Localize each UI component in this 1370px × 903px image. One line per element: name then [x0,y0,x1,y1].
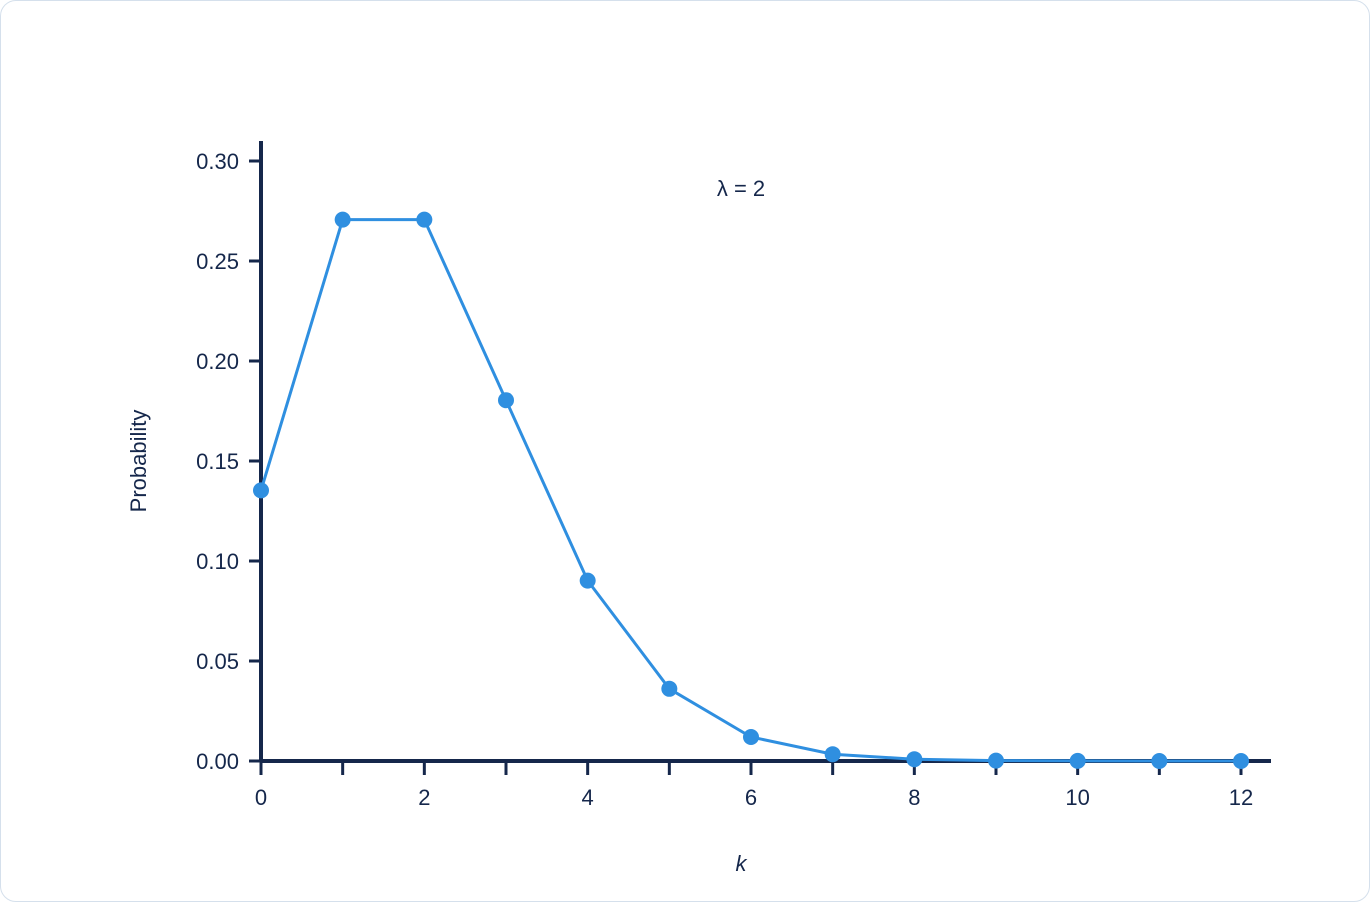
data-point [743,729,759,745]
x-tick-label: 6 [745,785,757,810]
x-tick-label: 8 [908,785,920,810]
y-axis-title: Probability [126,410,151,513]
legend-label: λ = 2 [717,176,765,201]
data-point [1233,753,1249,769]
y-tick-label: 0.15 [196,449,239,474]
data-point [825,746,841,762]
data-point [988,753,1004,769]
y-tick-label: 0.00 [196,749,239,774]
x-tick-label: 2 [418,785,430,810]
data-point [1151,753,1167,769]
data-point [661,681,677,697]
x-tick-label: 12 [1229,785,1253,810]
data-point [580,573,596,589]
x-tick-label: 10 [1065,785,1089,810]
y-tick-label: 0.05 [196,649,239,674]
chart-svg: 0.00 0.05 0.10 0.15 0.20 0.25 0.30 0 2 4 6 8 10 12 λ =… [1,1,1370,903]
data-point [1070,753,1086,769]
data-point [498,392,514,408]
poisson-chart: 0.00 0.05 0.10 0.15 0.20 0.25 0.30 0 2 4 6 8 10 12 λ =… [1,1,1369,901]
data-point [906,751,922,767]
x-tick-label: 4 [582,785,594,810]
y-tick-label: 0.10 [196,549,239,574]
y-tick-label: 0.30 [196,149,239,174]
data-point [253,482,269,498]
data-line [261,220,1241,761]
x-axis-title: k [736,851,748,876]
data-point [416,212,432,228]
y-tick-label: 0.25 [196,249,239,274]
y-tick-label: 0.20 [196,349,239,374]
data-point [335,212,351,228]
x-tick-label: 0 [255,785,267,810]
